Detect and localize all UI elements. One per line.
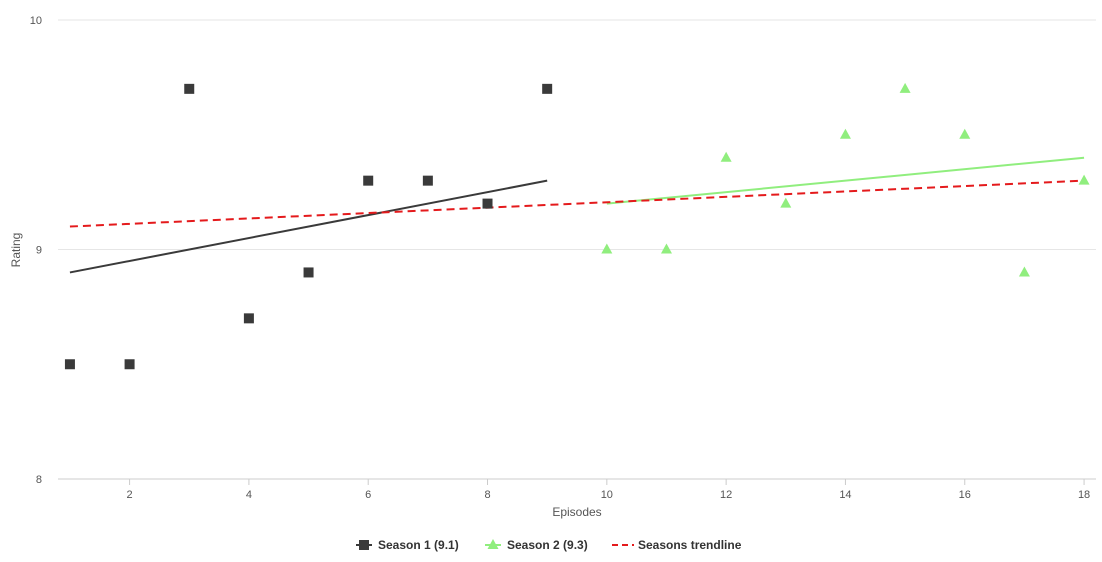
x-tick-label: 10 [601, 489, 613, 501]
gridlines [58, 19, 1096, 480]
season-2-point [720, 151, 732, 162]
y-tick-label: 8 [36, 474, 42, 486]
axes: 8 9 10 2 4 6 8 10 12 14 16 18 [30, 15, 1096, 501]
season-1-point [184, 83, 195, 94]
season-2-point [1018, 266, 1030, 277]
legend-label: Seasons trendline [638, 538, 742, 552]
y-tick-label: 9 [36, 245, 42, 257]
legend-marker [487, 539, 499, 549]
season-1-point [422, 175, 433, 186]
season-1-point [303, 267, 314, 278]
season-2-point [1078, 174, 1090, 185]
y-axis-title: Rating [9, 233, 23, 268]
y-tick-label: 10 [30, 15, 42, 27]
x-axis-title: Episodes [552, 505, 601, 519]
series-trendline-1 [69, 179, 548, 274]
x-tick-label: 8 [484, 489, 490, 501]
x-tick-label: 4 [246, 489, 252, 501]
season-1-point [482, 198, 493, 209]
seasons-trendline [69, 179, 1085, 228]
legend-item-2[interactable]: Season 2 (9.3) [485, 538, 588, 552]
season-1-point [363, 175, 374, 186]
season-1-point [124, 359, 135, 370]
season-1-point [542, 83, 553, 94]
legend[interactable]: Season 1 (9.1) Season 2 (9.3) Seasons tren… [356, 538, 742, 552]
season-2-point [780, 197, 792, 208]
season-1-point [64, 359, 75, 370]
x-tick-label: 16 [959, 489, 971, 501]
season-2-point [660, 243, 672, 254]
x-tick-label: 14 [839, 489, 851, 501]
legend-item-3[interactable]: Seasons trendline [612, 538, 742, 552]
season-2-point [839, 128, 851, 139]
legend-label: Season 2 (9.3) [507, 538, 588, 552]
trendlines [69, 156, 1085, 274]
season-1-point [243, 313, 254, 324]
x-tick-label: 6 [365, 489, 371, 501]
x-tick-label: 18 [1078, 489, 1090, 501]
data-points [64, 82, 1090, 370]
season-2-point [959, 128, 971, 139]
x-tick-label: 12 [720, 489, 732, 501]
legend-item-1[interactable]: Season 1 (9.1) [356, 538, 459, 552]
series-trendline-2 [606, 156, 1085, 205]
legend-marker [359, 540, 369, 550]
season-2-point [601, 243, 613, 254]
x-tick-label: 2 [127, 489, 133, 501]
legend-label: Season 1 (9.1) [378, 538, 459, 552]
season-2-point [899, 82, 911, 93]
